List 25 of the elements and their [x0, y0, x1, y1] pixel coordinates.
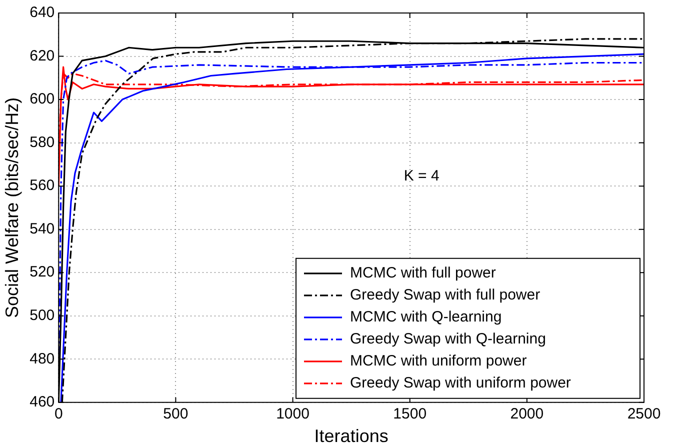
y-tick-label: 580 [30, 134, 55, 151]
y-tick-label: 640 [30, 4, 55, 22]
x-tick-label: 500 [163, 406, 188, 423]
legend-label: Greedy Swap with uniform power [350, 374, 571, 392]
y-tick-label: 620 [30, 47, 55, 64]
y-tick-label: 480 [30, 350, 55, 368]
x-tick-label: 0 [54, 406, 63, 423]
y-tick-label: 560 [30, 177, 55, 194]
y-tick-label: 520 [30, 264, 55, 281]
y-axis-title: Social Welfare (bits/sec/Hz) [2, 97, 22, 318]
x-tick-label: 2000 [510, 406, 544, 423]
x-tick-label: 1500 [393, 406, 427, 423]
legend-label: Greedy Swap with Q-learning [350, 330, 546, 348]
legend-label: MCMC with uniform power [350, 352, 527, 370]
y-tick-label: 540 [30, 220, 55, 238]
y-tick-label: 600 [30, 90, 55, 108]
annotation: K = 4 [404, 168, 440, 185]
y-tick-label: 460 [30, 394, 55, 411]
x-axis-title: Iterations [314, 426, 388, 446]
x-tick-label: 2500 [627, 406, 661, 423]
legend-label: MCMC with Q-learning [350, 308, 502, 326]
legend-label: MCMC with full power [350, 264, 496, 282]
x-tick-label: 1000 [276, 406, 310, 423]
y-tick-label: 500 [30, 307, 55, 324]
legend-label: Greedy Swap with full power [350, 286, 540, 304]
